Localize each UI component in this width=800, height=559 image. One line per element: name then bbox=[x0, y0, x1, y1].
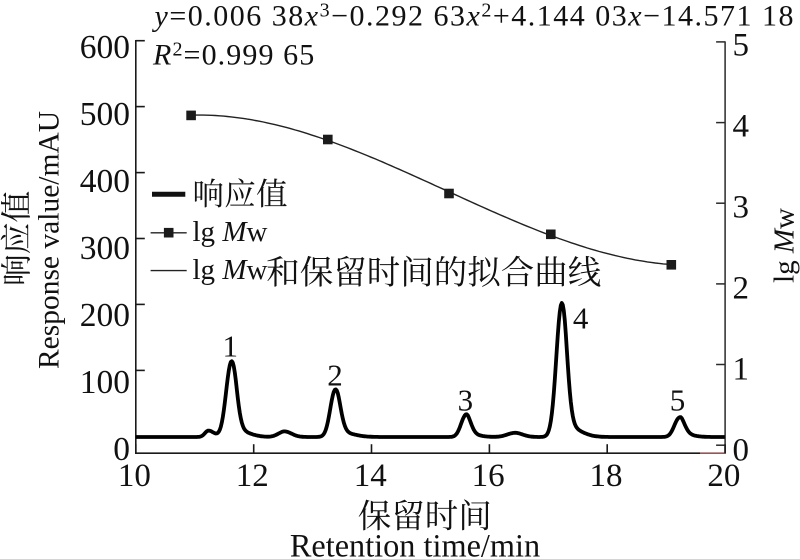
svg-text:300: 300 bbox=[80, 230, 130, 267]
svg-text:lg Mw: lg Mw bbox=[769, 208, 800, 283]
svg-text:3: 3 bbox=[733, 190, 750, 226]
svg-text:lg Mw: lg Mw bbox=[193, 254, 268, 286]
svg-text:1: 1 bbox=[733, 352, 750, 388]
svg-text:2: 2 bbox=[327, 358, 343, 393]
svg-text:y=0.006 38x3−0.292 63x2+4.144: y=0.006 38x3−0.292 63x2+4.144 03x−14.571… bbox=[152, 0, 796, 33]
svg-text:R2=0.999 65: R2=0.999 65 bbox=[152, 39, 315, 72]
svg-text:5: 5 bbox=[670, 383, 686, 418]
svg-text:2: 2 bbox=[733, 271, 750, 307]
svg-text:Retention time/min: Retention time/min bbox=[290, 528, 540, 559]
svg-text:Response value/mAU: Response value/mAU bbox=[33, 111, 65, 369]
svg-text:10: 10 bbox=[118, 458, 151, 494]
svg-text:12: 12 bbox=[236, 458, 269, 494]
svg-text:400: 400 bbox=[80, 163, 130, 200]
svg-text:500: 500 bbox=[80, 96, 130, 133]
svg-text:16: 16 bbox=[472, 458, 505, 494]
svg-text:1: 1 bbox=[222, 329, 238, 364]
svg-text:4: 4 bbox=[733, 109, 750, 145]
svg-text:0: 0 bbox=[113, 431, 130, 468]
svg-text:18: 18 bbox=[590, 458, 623, 494]
svg-text:600: 600 bbox=[80, 29, 130, 66]
svg-text:100: 100 bbox=[80, 364, 130, 401]
svg-text:20: 20 bbox=[707, 458, 740, 494]
svg-text:lg Mw: lg Mw bbox=[193, 216, 268, 248]
svg-text:4: 4 bbox=[573, 301, 589, 336]
svg-text:3: 3 bbox=[458, 383, 474, 418]
svg-text:5: 5 bbox=[733, 28, 750, 64]
svg-text:14: 14 bbox=[354, 458, 387, 494]
svg-text:200: 200 bbox=[80, 297, 130, 334]
svg-text:0: 0 bbox=[733, 433, 750, 469]
